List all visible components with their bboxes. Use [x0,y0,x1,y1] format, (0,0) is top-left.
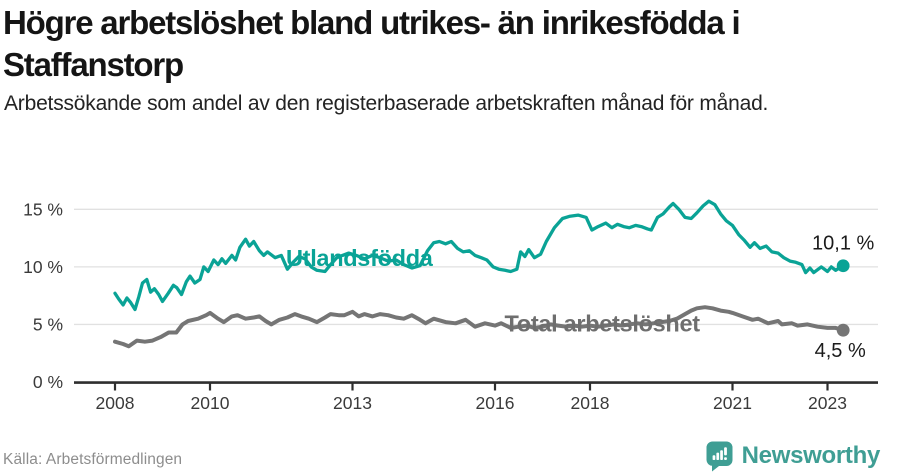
icon-exclamation-dot [723,456,727,460]
x-tick-label-2010: 2010 [191,393,230,413]
x-tick-label-2023: 2023 [808,393,847,413]
series-line-total [113,305,846,349]
series-label-utlandsfodda: Utlandsfödda [286,245,434,271]
series-end-dot-utlandsfodda [836,259,850,273]
x-tick-label-2021: 2021 [713,393,752,413]
y-tick-label-0: 0 % [33,372,63,392]
end-value-label-total: 4,5 % [815,340,866,362]
series-line-utlandsfodda [113,199,845,312]
x-tick-label-2018: 2018 [571,393,610,413]
x-tick-label-2016: 2016 [476,393,515,413]
x-tick-label-2008: 2008 [96,393,135,413]
icon-exclamation-stem [723,446,727,455]
newsworthy-wordmark: Newsworthy [741,442,881,469]
end-value-label-utlandsfodda: 10,1 % [812,233,874,255]
icon-bar-1 [712,454,715,460]
newsworthy-logo: Newsworthy [706,440,880,472]
series-label-total: Total arbetslöshet [505,311,701,337]
newsworthy-icon [706,441,733,471]
icon-bar-3 [719,449,723,460]
y-tick-label-10: 10 % [23,257,63,277]
x-tick-label-2013: 2013 [333,393,372,413]
chart-title: Högre arbetslöshet bland utrikes- än inr… [3,4,741,83]
icon-bar-2 [716,452,719,460]
y-tick-label-5: 5 % [33,314,63,334]
series-end-dot-total [836,323,850,337]
chart-subtitle: Arbetssökande som andel av den registerb… [4,92,769,115]
y-tick-label-15: 15 % [23,199,63,219]
source-caption: Källa: Arbetsförmedlingen [3,451,183,468]
